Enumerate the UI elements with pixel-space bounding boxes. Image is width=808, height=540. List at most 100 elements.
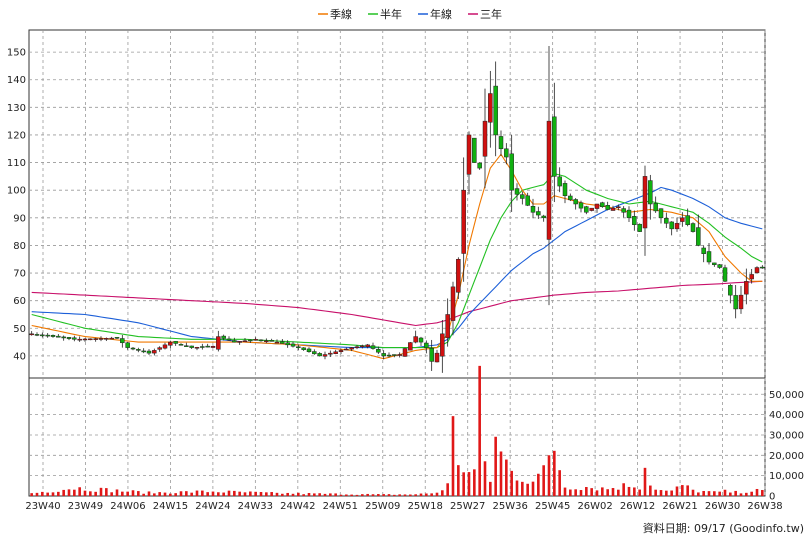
- candle: [706, 242, 712, 265]
- volume-bar: [681, 485, 684, 496]
- volume-bar: [174, 493, 177, 496]
- x-tick-label: 24W24: [195, 501, 230, 512]
- candle: [488, 70, 493, 148]
- x-tick-label: 25W09: [365, 501, 400, 512]
- volume-bar: [169, 493, 172, 496]
- volume-bar: [558, 470, 561, 496]
- x-tick-label: 23W40: [25, 501, 60, 512]
- candle: [269, 338, 274, 342]
- volume-bar: [126, 491, 129, 496]
- candle: [429, 339, 434, 371]
- candle: [648, 174, 653, 220]
- volume-bar: [393, 494, 396, 496]
- candle: [642, 165, 648, 256]
- volume-bar: [35, 492, 39, 496]
- volume-bar: [467, 472, 471, 496]
- volume-bar: [686, 485, 689, 496]
- candle: [520, 191, 525, 205]
- volume-bar: [483, 461, 487, 496]
- volume-bar: [441, 490, 444, 496]
- volume-bar: [755, 488, 759, 496]
- volume-bar: [206, 492, 209, 496]
- candle: [680, 212, 685, 227]
- candle: [301, 347, 306, 351]
- candle: [221, 334, 226, 341]
- volume-bar: [665, 490, 668, 496]
- x-tick-label: 26W02: [577, 501, 612, 512]
- volume-bar: [94, 491, 97, 496]
- candle: [88, 338, 93, 341]
- candle: [168, 340, 173, 349]
- price-tick-label: 130: [7, 103, 26, 114]
- volume-bar: [521, 481, 524, 496]
- volume-bar: [265, 492, 268, 496]
- volume-bar: [291, 493, 295, 496]
- volume-bar: [638, 489, 641, 496]
- volume-bar: [643, 467, 647, 496]
- volume-bar: [611, 488, 615, 496]
- volume-bar: [537, 473, 540, 496]
- x-tick-label: 26W30: [705, 501, 740, 512]
- volume-tick-label: 50,000: [769, 390, 804, 401]
- volume-bar: [179, 491, 183, 496]
- volume-bar: [227, 490, 231, 496]
- volume-bar: [542, 465, 545, 496]
- candle: [349, 347, 354, 352]
- x-tick-label: 26W12: [620, 501, 655, 512]
- volume-tick-label: 40,000: [769, 410, 804, 421]
- candle: [354, 345, 360, 350]
- candle: [562, 180, 568, 204]
- price-tick-label: 140: [7, 75, 26, 86]
- volume-bar: [350, 494, 353, 496]
- candle: [344, 347, 349, 351]
- volume-bar: [633, 487, 636, 496]
- volume-bar: [366, 493, 369, 496]
- candle: [445, 298, 450, 347]
- volume-bar: [702, 490, 705, 496]
- volume-tick-label: 20,000: [769, 451, 804, 462]
- candle: [66, 336, 72, 341]
- x-tick-label: 25W18: [408, 501, 443, 512]
- candle: [45, 333, 50, 338]
- candle: [210, 345, 216, 348]
- candle: [392, 354, 397, 358]
- legend-label-1: 半年: [380, 7, 402, 21]
- candle: [77, 336, 82, 342]
- volume-bar: [718, 491, 721, 496]
- candle: [130, 346, 136, 351]
- ma-line-0: [31, 153, 763, 360]
- candle: [152, 348, 157, 356]
- candle: [626, 206, 632, 223]
- volume-bar: [142, 493, 145, 496]
- volume-bar: [531, 481, 535, 496]
- volume-bar: [323, 493, 327, 496]
- volume-bar: [57, 491, 60, 496]
- volume-bar: [302, 494, 305, 496]
- x-tick-label: 24W42: [280, 501, 315, 512]
- volume-bar: [409, 494, 412, 496]
- candle: [504, 143, 509, 165]
- candle: [525, 192, 530, 207]
- candle: [440, 320, 445, 373]
- x-tick-label: 24W15: [153, 501, 188, 512]
- candle: [600, 201, 605, 208]
- x-tick-label: 24W51: [323, 501, 358, 512]
- volume-bar: [51, 492, 55, 496]
- volume-bar: [153, 493, 156, 496]
- volume-bar: [99, 487, 103, 496]
- volume-bar: [494, 436, 497, 496]
- candle: [109, 336, 114, 340]
- volume-bar: [654, 489, 657, 496]
- volume-bar: [617, 489, 620, 496]
- volume-bar: [462, 472, 465, 496]
- candle: [546, 46, 552, 306]
- candle: [653, 196, 658, 213]
- volume-bar: [590, 488, 593, 496]
- volume-bar: [729, 492, 732, 496]
- legend-label-2: 年線: [430, 7, 452, 21]
- volume-bar: [345, 494, 348, 496]
- volume-bar: [435, 492, 439, 496]
- candle: [216, 330, 221, 352]
- candle: [690, 222, 696, 233]
- volume-bar: [185, 491, 188, 496]
